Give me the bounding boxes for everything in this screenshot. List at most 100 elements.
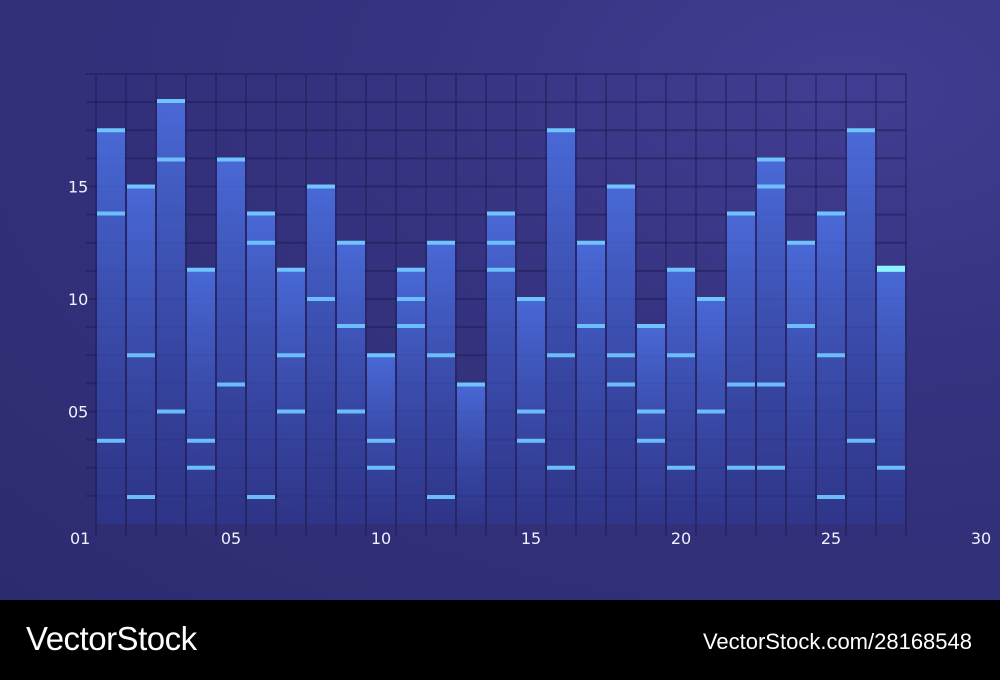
x-tick-label: 01 [70,529,90,548]
bar-level-line [757,184,785,189]
bar-top-line [277,267,305,272]
bar-level-line [187,465,215,470]
axes [66,90,910,556]
bar-level-line [667,353,695,358]
bar-level-line [97,211,125,216]
bar-level-line [247,495,275,499]
bar-level-line [337,409,365,414]
bar-level-line [337,324,365,328]
bar-level-line [487,240,515,245]
bars [97,99,905,524]
bar-level-line [637,409,665,414]
bar-top-line [757,157,785,162]
bar [97,130,125,524]
bar-top-line [217,157,245,162]
image-credit: VectorStock.com/28168548 [702,629,972,654]
bar-top-line [787,240,815,245]
bar [247,213,275,524]
bar-top-line [517,297,545,301]
bar-top-line [307,184,335,189]
bar [457,384,485,524]
bar [577,242,605,524]
bar-level-line [877,465,905,470]
bar [667,269,695,524]
bar-level-line [157,157,185,162]
bar-top-line [607,184,635,189]
bar-top-line [817,211,845,216]
bar-level-line [127,495,155,499]
bar-chart: 05 10 15 01 05 10 15 20 25 30 [66,73,991,556]
bar-level-line [727,382,755,387]
bar-top-line [727,211,755,216]
bar-top-line [157,99,185,103]
bar-level-line [757,382,785,387]
bar-top-line [187,267,215,272]
bar-level-line [487,267,515,272]
tick-labels: 05 10 15 01 05 10 15 20 25 30 [68,178,991,549]
bar [757,159,785,524]
bar-level-line [247,240,275,245]
bar-level-line [547,353,575,358]
y-tick-label: 05 [68,403,88,422]
x-tick-label: 30 [971,529,991,548]
bar-level-line [607,353,635,358]
x-tick-label: 25 [821,529,841,548]
bar [397,269,425,524]
bar-top-line [547,128,575,133]
bar-top-line [667,267,695,272]
bar-level-line [397,324,425,328]
x-tick-label: 05 [221,529,241,548]
bar-top-line [367,353,395,358]
chart-background: 05 10 15 01 05 10 15 20 25 30 [0,0,1000,600]
x-tick-label: 15 [521,529,541,548]
bar-level-line [757,465,785,470]
bar [847,130,875,524]
bar-level-line [97,438,125,443]
x-tick-label: 20 [671,529,691,548]
bar-top-line [637,324,665,328]
y-tick-label: 10 [68,290,88,309]
bar-level-line [277,353,305,358]
bar-level-line [397,297,425,301]
y-tick-label: 15 [68,178,88,197]
bar-level-line [727,465,755,470]
bar [217,159,245,524]
bar-level-line [277,409,305,414]
bar-top-line [697,297,725,301]
bar [547,130,575,524]
bar-level-line [427,353,455,358]
bar-level-line [847,438,875,443]
bar-level-line [607,382,635,387]
bar-level-line [787,324,815,328]
bar-level-line [817,495,845,499]
footer-bar [0,600,1000,680]
bar-top-line [127,184,155,189]
bar-level-line [817,353,845,358]
bar [487,213,515,524]
bar-level-line [427,495,455,499]
bar-top-line [487,211,515,216]
bar-level-line [307,297,335,301]
bar [877,269,905,524]
bar-top-line [247,211,275,216]
bar-level-line [157,409,185,414]
bar-top-line [427,240,455,245]
bar-top-line [397,267,425,272]
bar-level-line [697,409,725,414]
bar [277,269,305,524]
bar [727,213,755,524]
bar-level-line [577,324,605,328]
x-tick-label: 10 [371,529,391,548]
bar [637,326,665,524]
bar-level-line [367,438,395,443]
bar-level-line [637,438,665,443]
bar-level-line [367,465,395,470]
bar-top-line [847,128,875,133]
bar-top-line-highlight [877,265,905,272]
bar-level-line [547,465,575,470]
bar [427,242,455,524]
bar-level-line [517,409,545,414]
bar-top-line [97,128,125,133]
bar-level-line [127,353,155,358]
bar [787,242,815,524]
